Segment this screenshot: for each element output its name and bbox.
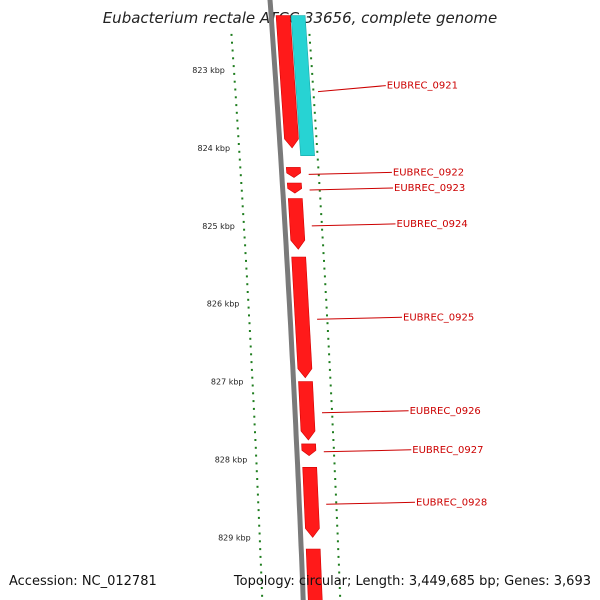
ruler-labels: 823 kbp 824 kbp 825 kbp 826 kbp 827 kbp 828 k… (192, 66, 250, 542)
gene-label-leader (326, 501, 416, 505)
ruler-label: 823 kbp (192, 66, 225, 75)
forward-gene-arrow[interactable] (298, 381, 316, 441)
ruler-label: 828 kbp (215, 456, 248, 465)
topology-text: Topology: circular; Length: 3,449,685 bp… (233, 574, 591, 589)
ruler-label: 827 kbp (211, 378, 244, 387)
gene-label-leader (309, 187, 394, 191)
forward-gene-arrow[interactable] (302, 466, 320, 538)
gene-label[interactable]: EUBREC_0921 (387, 81, 458, 92)
gene-label[interactable]: EUBREC_0928 (416, 497, 487, 508)
ruler-label: 824 kbp (197, 144, 230, 153)
gene-features (275, 15, 323, 600)
ruler-ticks (230, 33, 342, 597)
genome-backbone (267, 0, 306, 600)
forward-gene-arrow[interactable] (301, 443, 317, 456)
gene-label[interactable]: EUBREC_0923 (394, 183, 465, 194)
gene-label-leader (317, 316, 403, 320)
forward-gene-arrow[interactable] (305, 548, 323, 600)
ruler-label: 829 kbp (218, 533, 251, 542)
gene-label-leader (321, 410, 409, 414)
forward-gene-arrow[interactable] (291, 256, 313, 379)
gene-label-leader (317, 85, 386, 93)
reverse-gene-arrow[interactable] (290, 15, 315, 156)
forward-gene-arrow[interactable] (287, 198, 306, 250)
accession-text: Accession: NC_012781 (9, 574, 157, 589)
ruler-label: 826 kbp (207, 300, 240, 309)
forward-gene-arrow[interactable] (275, 15, 299, 149)
ruler-label: 825 kbp (202, 222, 235, 231)
gene-label[interactable]: EUBREC_0927 (412, 445, 483, 456)
gene-label[interactable]: EUBREC_0922 (393, 167, 464, 178)
forward-gene-arrow[interactable] (286, 182, 303, 194)
gene-label-leader (308, 171, 392, 175)
gene-labels: EUBREC_0921 EUBREC_0922 EUBREC_0923 EUBREC_… (308, 81, 487, 508)
gene-label[interactable]: EUBREC_0926 (410, 406, 481, 417)
forward-gene-arrow[interactable] (285, 167, 302, 178)
gene-label-leader (323, 449, 412, 453)
gene-label[interactable]: EUBREC_0924 (397, 219, 468, 230)
gene-label-leader (311, 223, 396, 227)
gene-label[interactable]: EUBREC_0925 (403, 312, 474, 323)
